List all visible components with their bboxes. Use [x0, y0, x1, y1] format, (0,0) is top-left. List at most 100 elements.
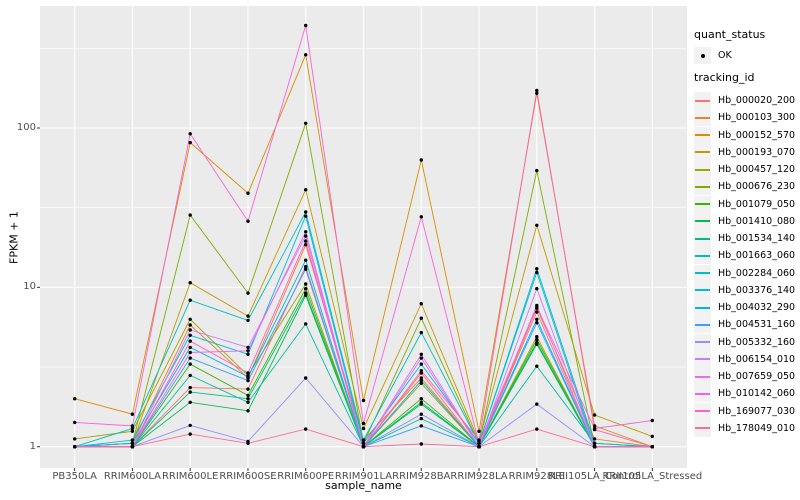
- data-point: [130, 412, 135, 416]
- x-tick-label: RRIM901LA: [334, 471, 393, 482]
- data-point: [361, 398, 366, 403]
- data-point: [246, 375, 250, 379]
- data-point: [130, 424, 135, 428]
- data-point: [304, 188, 308, 192]
- y-tick-label: 1: [29, 440, 36, 452]
- legend-item: Hb_002284_060: [694, 264, 800, 282]
- x-tick-label: RRIM600LA: [103, 471, 162, 482]
- data-point: [304, 291, 308, 295]
- data-point: [592, 441, 597, 445]
- line-swatch-icon: [695, 185, 710, 188]
- data-point: [419, 330, 423, 335]
- data-point: [246, 397, 250, 401]
- data-point: [592, 427, 597, 432]
- data-point: [304, 282, 308, 286]
- y-tick-label: 100: [16, 122, 36, 133]
- legend-key-line: [694, 281, 711, 299]
- data-point: [246, 352, 250, 356]
- data-point: [246, 219, 250, 223]
- legend-item-label: Hb_001410_080: [718, 215, 796, 227]
- data-point: [246, 191, 250, 195]
- line-swatch-icon: [695, 323, 710, 326]
- x-tick-label: RRIM600PE: [277, 471, 335, 482]
- line-swatch-icon: [695, 392, 710, 395]
- data-point: [304, 234, 308, 238]
- data-point: [592, 424, 597, 428]
- legend-key-line: [694, 143, 711, 161]
- data-point: [188, 323, 192, 327]
- data-point: [304, 427, 308, 431]
- line-swatch-icon: [695, 203, 710, 205]
- data-point: [419, 416, 423, 421]
- data-point: [246, 378, 250, 383]
- line-swatch-icon: [695, 254, 710, 257]
- data-point: [477, 441, 481, 445]
- legend-key-line: [694, 109, 711, 127]
- x-tick-label: RRIM600LE: [161, 471, 219, 482]
- x-tick-label: RRII105LA_Stressed: [602, 471, 703, 482]
- data-point: [535, 287, 539, 291]
- legend-key-line: [694, 419, 711, 437]
- data-point: [73, 420, 77, 425]
- legend-item: Hb_000103_300: [694, 109, 800, 127]
- data-point: [650, 434, 654, 439]
- data-point: [477, 429, 481, 433]
- legend-item: Hb_007659_050: [694, 368, 800, 385]
- data-point: [419, 442, 423, 446]
- data-point: [188, 432, 192, 436]
- data-point: [188, 317, 192, 321]
- data-point: [304, 23, 308, 28]
- legend-item-label: Hb_169077_030: [718, 405, 796, 417]
- data-point: [188, 385, 192, 390]
- line-swatch-icon: [695, 410, 710, 412]
- data-point: [188, 339, 192, 343]
- data-point: [188, 362, 192, 366]
- line-swatch-icon: [695, 168, 710, 171]
- data-point: [188, 132, 192, 136]
- legend: quant_status OK tracking_id Hb_000020_20…: [694, 0, 800, 500]
- data-point: [246, 441, 250, 445]
- data-point: [304, 230, 308, 234]
- line-swatch-icon: [695, 134, 710, 136]
- x-tick-label: RRIM600SE: [219, 471, 277, 482]
- legend-key-line: [694, 402, 711, 420]
- legend-item-label: Hb_000193_070: [718, 146, 796, 158]
- legend-item-label: OK: [718, 50, 732, 61]
- data-point: [535, 337, 539, 342]
- data-point: [419, 402, 423, 406]
- data-point: [592, 413, 597, 417]
- line-swatch-icon: [695, 375, 710, 378]
- x-tick-label: RRIM928LA: [450, 471, 508, 482]
- data-point: [650, 445, 654, 449]
- data-point: [419, 381, 423, 385]
- data-point: [535, 305, 539, 309]
- data-point: [130, 426, 135, 431]
- data-point: [361, 426, 366, 431]
- data-point: [246, 314, 250, 318]
- data-point: [304, 287, 308, 291]
- x-tick-label: PB350LA: [52, 471, 97, 482]
- line-swatch-icon: [695, 99, 710, 102]
- data-point: [535, 91, 539, 96]
- data-point: [188, 345, 192, 350]
- line-swatch-icon: [695, 289, 710, 292]
- data-point: [592, 445, 597, 449]
- legend-item-label: Hb_001534_140: [718, 233, 796, 244]
- data-point: [73, 437, 77, 441]
- line-swatch-icon: [695, 306, 710, 309]
- data-point: [419, 376, 423, 380]
- data-point: [188, 400, 192, 404]
- legend-item-label: Hb_000457_120: [718, 164, 796, 175]
- data-point: [535, 364, 539, 368]
- legend-item-label: Hb_001663_060: [718, 250, 796, 262]
- legend-item-label: Hb_000676_230: [718, 181, 796, 193]
- legend-item: Hb_000193_070: [694, 143, 800, 161]
- legend-item-label: Hb_000103_300: [718, 112, 796, 124]
- data-point: [361, 441, 366, 445]
- data-point: [419, 215, 423, 219]
- legend-item: Hb_010142_060: [694, 385, 800, 403]
- data-point: [477, 438, 481, 442]
- data-point: [188, 281, 192, 285]
- legend-key-line: [694, 316, 711, 334]
- legend-item: Hb_004032_290: [694, 299, 800, 316]
